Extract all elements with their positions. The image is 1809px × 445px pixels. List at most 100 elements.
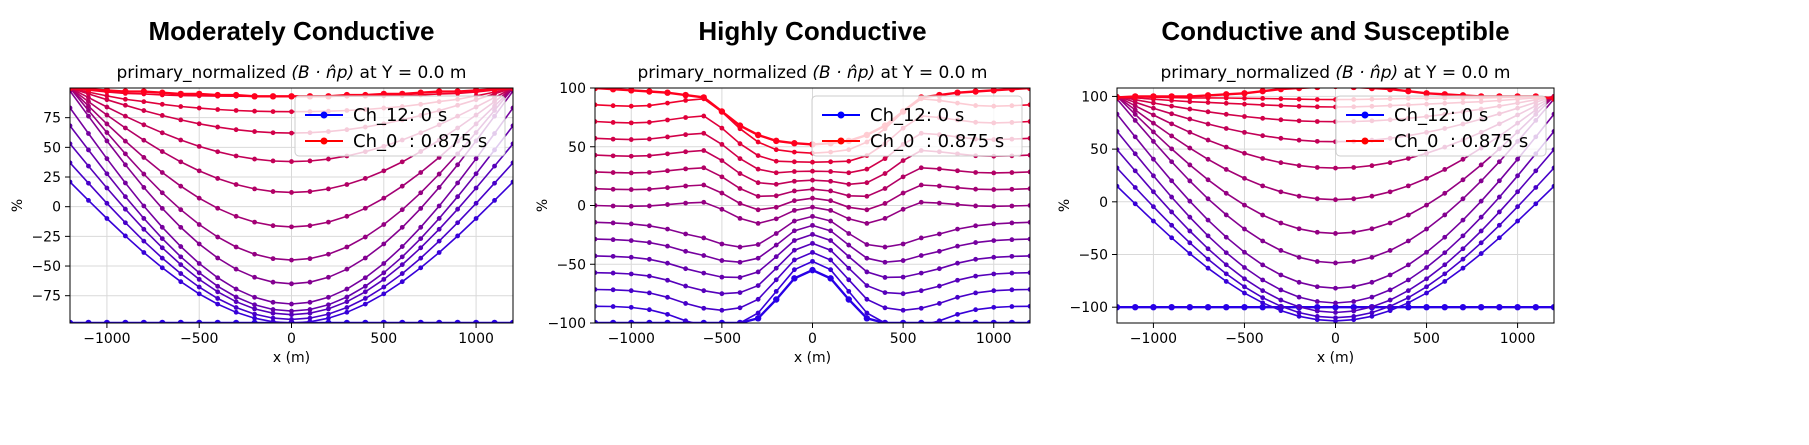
- data-point: [122, 113, 128, 119]
- data-point: [1150, 303, 1157, 311]
- data-point: [900, 258, 906, 263]
- data-point: [828, 228, 834, 234]
- data-point: [973, 223, 979, 229]
- data-point: [1460, 217, 1466, 223]
- data-point: [473, 216, 479, 221]
- data-point: [215, 255, 221, 261]
- data-point: [918, 253, 924, 258]
- data-point: [718, 319, 726, 323]
- data-point: [737, 244, 743, 250]
- data-point: [719, 174, 725, 180]
- data-point: [701, 113, 707, 119]
- x-tick-label: −1000: [83, 331, 130, 347]
- data-point: [828, 188, 834, 194]
- data-point: [1242, 202, 1247, 208]
- data-point: [791, 140, 798, 147]
- data-point: [628, 120, 634, 126]
- data-point: [122, 162, 128, 168]
- data-point: [1132, 107, 1138, 113]
- data-point: [436, 250, 442, 255]
- data-point: [1204, 303, 1212, 311]
- data-point: [178, 279, 184, 285]
- data-point: [141, 226, 147, 232]
- data-point: [918, 182, 924, 188]
- data-point: [1314, 308, 1320, 314]
- data-point: [215, 205, 221, 211]
- data-point: [991, 304, 997, 310]
- data-point: [1295, 88, 1303, 92]
- data-point: [381, 291, 387, 297]
- data-point: [70, 179, 73, 185]
- data-point: [683, 115, 689, 120]
- data-point: [362, 283, 368, 289]
- data-point: [1278, 297, 1284, 303]
- data-point: [270, 299, 276, 305]
- data-point: [70, 141, 73, 147]
- data-point: [828, 178, 834, 184]
- data-point: [122, 125, 128, 131]
- data-point: [86, 163, 91, 169]
- data-point: [1278, 103, 1284, 109]
- data-point: [159, 205, 165, 211]
- data-point: [270, 307, 276, 312]
- data-point: [325, 319, 332, 323]
- data-point: [1496, 222, 1502, 228]
- data-point: [918, 199, 924, 205]
- data-point: [455, 233, 461, 239]
- data-point: [122, 96, 128, 102]
- data-point: [418, 190, 424, 196]
- data-point: [289, 257, 294, 263]
- data-point: [141, 155, 147, 160]
- data-point: [1169, 194, 1175, 200]
- data-point: [362, 176, 368, 181]
- data-point: [791, 207, 797, 213]
- data-point: [159, 101, 165, 107]
- data-point: [1026, 319, 1030, 323]
- data-point: [773, 288, 779, 294]
- data-point: [755, 139, 761, 145]
- data-point: [737, 141, 743, 147]
- data-point: [1242, 276, 1247, 282]
- data-point: [1350, 88, 1357, 91]
- data-point: [86, 99, 91, 105]
- data-point: [628, 319, 635, 323]
- data-point: [436, 226, 442, 232]
- x-tick-label: 0: [808, 331, 817, 347]
- data-point: [737, 201, 743, 206]
- data-point: [399, 279, 405, 285]
- data-point: [104, 200, 110, 206]
- data-point: [1314, 284, 1320, 290]
- data-point: [1442, 167, 1448, 172]
- data-point: [1460, 265, 1466, 271]
- data-point: [141, 203, 147, 209]
- data-point: [936, 283, 942, 289]
- data-point: [1314, 317, 1320, 323]
- data-point: [646, 307, 652, 313]
- data-point: [664, 89, 671, 96]
- data-point: [178, 137, 184, 143]
- data-point: [1478, 178, 1484, 184]
- data-point: [1314, 165, 1320, 170]
- data-point: [701, 199, 707, 205]
- y-tick-label: 50: [43, 140, 61, 156]
- data-point: [828, 247, 834, 253]
- data-point: [810, 186, 815, 192]
- data-point: [233, 294, 239, 300]
- data-point: [251, 319, 258, 323]
- data-point: [1117, 111, 1120, 117]
- data-point: [773, 265, 779, 271]
- data-point: [1205, 156, 1211, 162]
- data-point: [972, 319, 979, 323]
- suptitle-moderately-conductive: Moderately Conductive: [148, 16, 435, 46]
- data-point: [737, 259, 743, 265]
- data-point: [141, 99, 147, 105]
- data-point: [362, 296, 368, 301]
- data-point: [1242, 101, 1247, 107]
- data-point: [159, 170, 165, 175]
- data-point: [1515, 156, 1520, 162]
- legend-box: [294, 95, 506, 157]
- data-point: [719, 141, 725, 147]
- data-point: [492, 198, 497, 203]
- data-point: [1314, 259, 1320, 264]
- legend: Ch_12: 0 s Ch_0 : 0.875 s: [811, 95, 1023, 157]
